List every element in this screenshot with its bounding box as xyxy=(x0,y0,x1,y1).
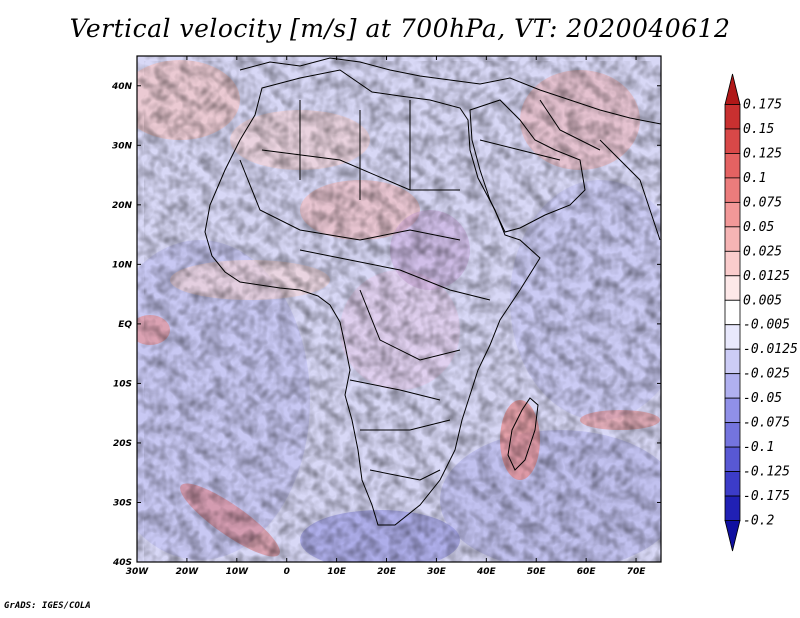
lat-tick-label: EQ xyxy=(118,320,132,330)
lat-tick-label: 30N xyxy=(112,141,133,151)
lon-tick-label: 20W xyxy=(176,567,200,577)
colorbar-swatch xyxy=(724,250,741,277)
lat-tick-label: 20N xyxy=(112,201,133,211)
lon-tick-label: 10W xyxy=(226,567,250,577)
lon-tick-label: 10E xyxy=(327,567,347,577)
colorbar-swatch xyxy=(724,422,741,448)
colorbar-label: 0.175 xyxy=(743,97,782,112)
colorbar-swatch xyxy=(724,471,741,497)
colorbar-swatch xyxy=(724,397,741,424)
colorbar-label: -0.125 xyxy=(743,465,790,480)
colorbar-swatch xyxy=(724,299,741,326)
map-title: Vertical velocity [m/s] at 700hPa, VT: 2… xyxy=(69,14,731,43)
colorbar-swatch xyxy=(724,373,741,399)
velocity-field xyxy=(137,56,661,562)
colorbar: 0.175 0.15 0.125 0.1 0.075 0.05 0.025 0.0125 0.0… xyxy=(724,73,798,552)
colorbar-label: 0.0125 xyxy=(743,269,790,284)
africa-coastline xyxy=(204,69,541,526)
colorbar-label: -0.2 xyxy=(743,514,774,529)
colorbar-swatch xyxy=(724,495,741,521)
border-north-africa xyxy=(239,100,461,241)
colorbar-swatch xyxy=(724,177,741,203)
colorbar-swatch-top xyxy=(724,73,741,105)
europe-coastline xyxy=(239,57,661,125)
lat-tick-label: 40N xyxy=(111,82,133,92)
lon-tick-label: 70E xyxy=(627,567,647,577)
colorbar-label: -0.0125 xyxy=(743,342,798,357)
colorbar-label: -0.05 xyxy=(743,391,782,406)
lon-tick-label: 0 xyxy=(284,567,290,577)
colorbar-label: -0.075 xyxy=(743,416,790,431)
lon-tick-label: 40E xyxy=(476,567,497,577)
colorbar-label: -0.1 xyxy=(743,440,774,455)
lon-tick-label: 60E xyxy=(577,567,597,577)
plot-frame xyxy=(136,55,662,563)
colorbar-label: 0.025 xyxy=(743,244,782,259)
colorbar-swatch xyxy=(724,201,741,228)
colorbar-label: -0.175 xyxy=(743,489,790,504)
india-coastline xyxy=(599,139,661,241)
lat-tick-label: 40S xyxy=(112,558,132,568)
lon-tick-label: 30E xyxy=(427,567,447,577)
colorbar-label: 0.1 xyxy=(743,171,766,186)
lat-tick-label: 20S xyxy=(113,439,132,449)
colorbar-label: 0.05 xyxy=(743,220,774,235)
colorbar-label: 0.125 xyxy=(743,146,782,161)
border-middle-east xyxy=(479,99,601,161)
colorbar-label: 0.075 xyxy=(743,195,782,210)
colorbar-swatch-bottom xyxy=(724,520,741,552)
lon-tick-label: 30W xyxy=(126,567,150,577)
colorbar-swatch xyxy=(724,324,741,350)
colorbar-label: -0.005 xyxy=(743,318,790,333)
border-central-africa xyxy=(299,249,491,481)
latitude-axis: 40N 30N 20N 10N EQ 10S 20S 30S 40S xyxy=(111,82,661,568)
lat-tick-label: 30S xyxy=(113,498,132,508)
colorbar-swatch xyxy=(724,226,741,252)
colorbar-swatch xyxy=(724,128,741,154)
coastlines xyxy=(204,57,661,526)
longitude-axis: 30W 20W 10W 0 10E 20E 30E 40E 50E 60E 70E xyxy=(126,56,646,577)
colorbar-label: -0.025 xyxy=(743,367,790,382)
arabia-coastline xyxy=(469,99,586,233)
lon-tick-label: 20E xyxy=(377,567,397,577)
lon-tick-label: 50E xyxy=(527,567,547,577)
colorbar-swatch xyxy=(724,348,741,375)
colorbar-swatch xyxy=(724,275,741,301)
lat-tick-label: 10S xyxy=(113,379,132,389)
colorbar-swatch xyxy=(724,153,741,179)
colorbar-label: 0.15 xyxy=(743,122,774,137)
colorbar-label: 0.005 xyxy=(743,293,782,308)
colorbar-swatch xyxy=(724,446,741,472)
colorbar-swatch xyxy=(724,104,741,130)
madagascar-coastline xyxy=(507,397,539,471)
footer-credit: GrADS: IGES/COLA xyxy=(4,601,91,611)
lat-tick-label: 10N xyxy=(112,260,133,270)
